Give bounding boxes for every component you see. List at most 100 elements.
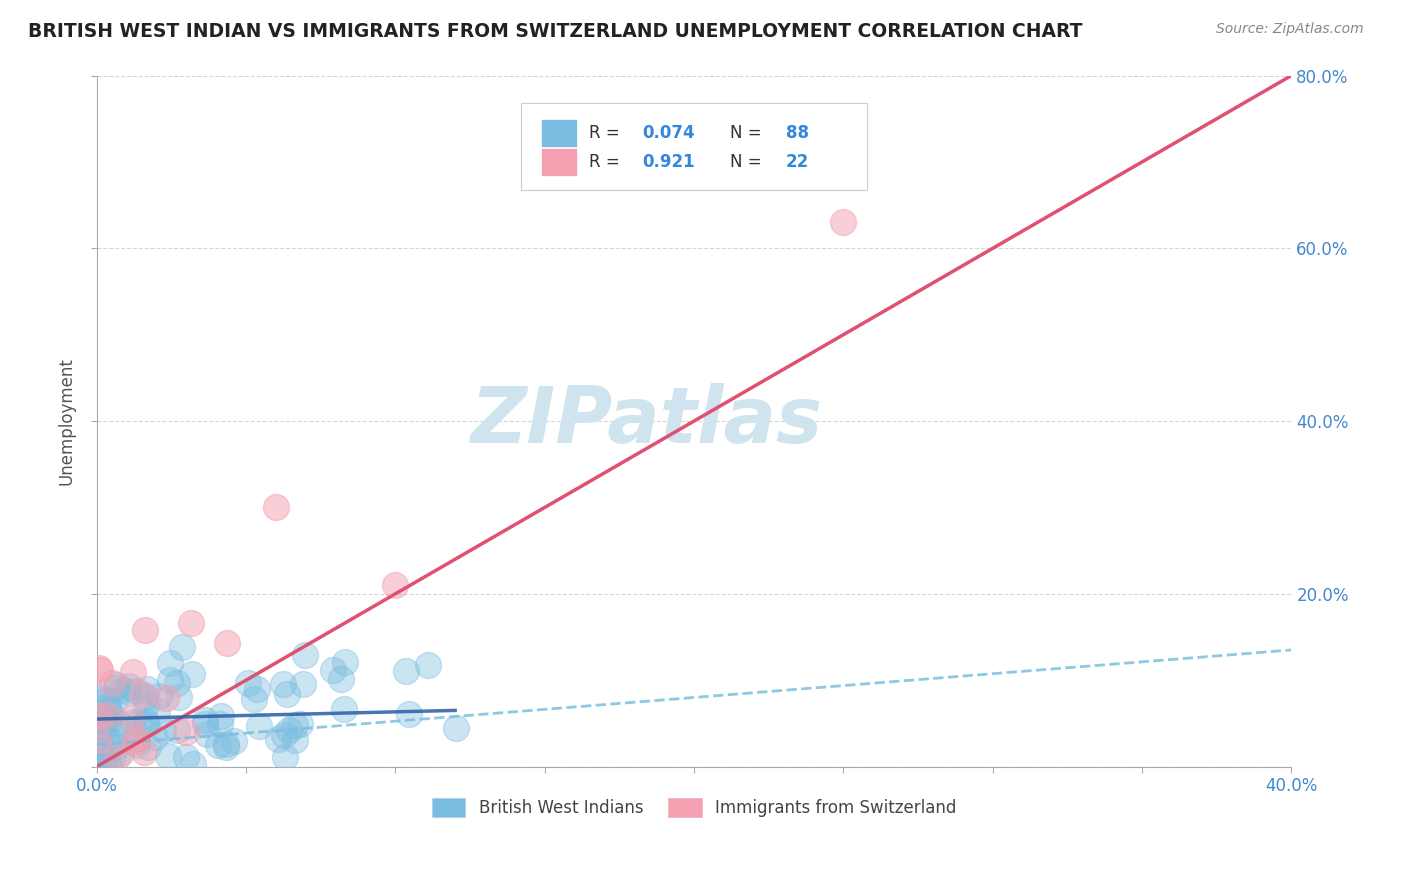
Text: 0.074: 0.074: [643, 124, 696, 142]
Point: [395, 664, 418, 678]
Point: [181, 756, 204, 771]
Point: [195, 727, 218, 741]
Point: [273, 728, 295, 742]
Bar: [541, 148, 576, 176]
Point: [166, 675, 188, 690]
Point: [131, 687, 153, 701]
Point: [94, 753, 117, 767]
Point: [174, 750, 197, 764]
Point: [333, 701, 356, 715]
Point: [446, 721, 468, 735]
Point: [135, 698, 157, 712]
Point: [194, 714, 217, 728]
Text: ZIPatlas: ZIPatlas: [470, 383, 823, 459]
Point: [91, 723, 114, 737]
Point: [134, 690, 156, 705]
Point: [284, 717, 307, 731]
Point: [89, 663, 111, 677]
Point: [329, 672, 352, 686]
Point: [96, 713, 118, 727]
Point: [291, 677, 314, 691]
Point: [271, 676, 294, 690]
Point: [101, 749, 124, 764]
Point: [124, 735, 146, 749]
Point: [245, 682, 267, 697]
Point: [125, 738, 148, 752]
Point: [159, 656, 181, 670]
Point: [118, 679, 141, 693]
Point: [94, 694, 117, 708]
Point: [87, 757, 110, 772]
Y-axis label: Unemployment: Unemployment: [58, 357, 75, 485]
Point: [247, 719, 270, 733]
Point: [207, 738, 229, 752]
Point: [122, 715, 145, 730]
Point: [222, 733, 245, 747]
Point: [832, 215, 855, 229]
Point: [132, 745, 155, 759]
Point: [98, 705, 121, 719]
Point: [105, 750, 128, 764]
Point: [87, 661, 110, 675]
Text: 22: 22: [786, 153, 810, 171]
Point: [215, 737, 238, 751]
Point: [174, 725, 197, 739]
Point: [152, 723, 174, 737]
Text: BRITISH WEST INDIAN VS IMMIGRANTS FROM SWITZERLAND UNEMPLOYMENT CORRELATION CHAR: BRITISH WEST INDIAN VS IMMIGRANTS FROM S…: [28, 22, 1083, 41]
Point: [136, 739, 159, 754]
Point: [156, 749, 179, 764]
Point: [384, 578, 406, 592]
Point: [170, 640, 193, 654]
Point: [180, 615, 202, 630]
Point: [398, 706, 420, 721]
Point: [136, 682, 159, 697]
Point: [104, 734, 127, 748]
Point: [90, 735, 112, 749]
Point: [264, 500, 287, 515]
Point: [87, 733, 110, 747]
Point: [105, 678, 128, 692]
Point: [242, 691, 264, 706]
Text: N =: N =: [730, 124, 762, 142]
Point: [333, 655, 356, 669]
Point: [110, 746, 132, 760]
Point: [117, 685, 139, 699]
Point: [236, 676, 259, 690]
Point: [115, 724, 138, 739]
Bar: [541, 119, 576, 146]
Point: [155, 691, 177, 706]
Point: [127, 732, 149, 747]
Point: [105, 681, 128, 695]
Point: [143, 731, 166, 745]
Point: [135, 716, 157, 731]
Text: Source: ZipAtlas.com: Source: ZipAtlas.com: [1216, 22, 1364, 37]
Point: [194, 717, 217, 731]
Point: [93, 759, 115, 773]
Point: [97, 715, 120, 730]
Text: R =: R =: [589, 124, 620, 142]
Point: [146, 704, 169, 718]
Point: [418, 658, 440, 673]
Point: [125, 731, 148, 746]
Point: [89, 706, 111, 721]
Point: [96, 708, 118, 723]
Point: [121, 665, 143, 680]
Point: [215, 740, 238, 755]
Point: [267, 732, 290, 747]
Point: [135, 714, 157, 729]
Point: [290, 717, 312, 731]
Point: [294, 648, 316, 662]
Point: [89, 690, 111, 704]
Point: [96, 732, 118, 747]
Point: [97, 756, 120, 771]
Point: [181, 666, 204, 681]
Point: [89, 743, 111, 757]
Point: [120, 711, 142, 725]
Point: [105, 739, 128, 754]
Point: [107, 716, 129, 731]
Point: [134, 624, 156, 638]
Point: [124, 684, 146, 698]
Point: [278, 723, 301, 738]
Point: [87, 723, 110, 738]
Point: [209, 709, 232, 723]
